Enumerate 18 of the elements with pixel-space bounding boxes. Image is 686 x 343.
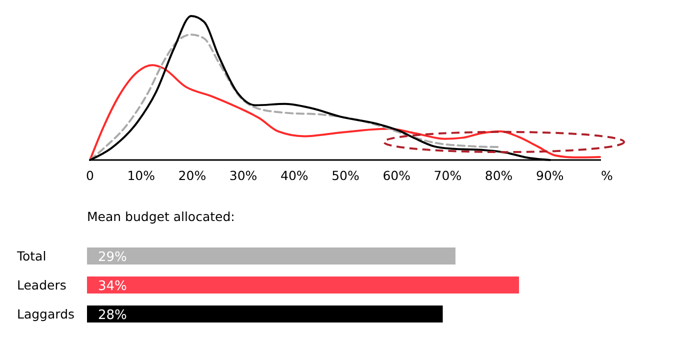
- x-tick-label: 30%: [229, 168, 258, 183]
- chart-title: Mean budget allocated:: [87, 209, 235, 224]
- x-tick-label: 0: [86, 168, 94, 183]
- x-tick-label: 40%: [280, 168, 308, 183]
- x-tick-label: 10%: [127, 168, 156, 183]
- x-tick-label: 50%: [332, 168, 360, 183]
- x-tick-label: 60%: [382, 168, 411, 183]
- y-tick-label: Leaders: [17, 278, 66, 292]
- y-tick-label: Total: [16, 248, 46, 264]
- x-tick-label: 70%: [434, 168, 462, 183]
- data-label: 34%: [98, 279, 127, 294]
- data-label: 29%: [98, 250, 127, 265]
- x-tick-label: 20%: [178, 168, 206, 183]
- x-axis-title: %: [601, 168, 614, 183]
- data-label: 28%: [98, 308, 127, 323]
- x-tick-label: 80%: [484, 168, 513, 183]
- y-tick-label: Laggards: [17, 306, 75, 322]
- x-tick-label: 90%: [536, 168, 564, 183]
